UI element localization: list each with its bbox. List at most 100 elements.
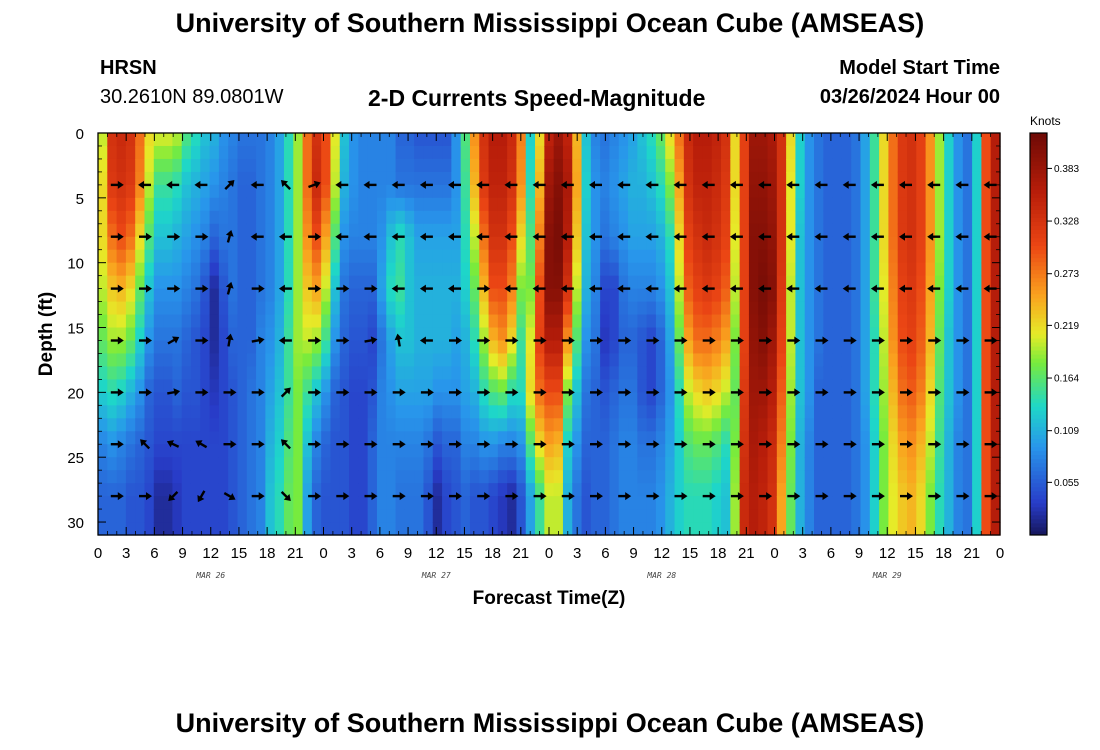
heatmap-cell (256, 392, 266, 406)
heatmap-cell (330, 262, 341, 277)
heatmap-cell (190, 288, 201, 303)
heatmap-cell (804, 145, 815, 160)
heatmap-cell (442, 314, 452, 329)
heatmap-cell (711, 353, 722, 368)
current-arrow-head (737, 440, 744, 449)
current-arrow (392, 492, 406, 501)
heatmap-cell (153, 236, 164, 251)
heatmap-cell (776, 444, 787, 458)
heatmap-cell (321, 457, 332, 471)
heatmap-cell (228, 301, 239, 316)
heatmap-cell (246, 197, 257, 212)
heatmap-cell (953, 158, 964, 173)
heatmap-cell (823, 133, 834, 147)
heatmap-cell (553, 353, 564, 368)
heatmap-cell (293, 171, 304, 186)
heatmap-cell (953, 418, 964, 432)
current-arrow (590, 492, 603, 501)
heatmap-cell (562, 457, 573, 471)
heatmap-cell (302, 457, 313, 471)
heatmap-cell (116, 470, 127, 484)
date-label: MAR 27 (421, 571, 451, 580)
heatmap-cell (683, 431, 694, 445)
heatmap-cell (860, 210, 871, 225)
heatmap-cell (302, 262, 313, 277)
heatmap-cell (116, 301, 127, 316)
heatmap-cell (553, 301, 564, 316)
heatmap-cell (897, 314, 908, 329)
heatmap-cell (730, 223, 741, 238)
heatmap-cells (98, 133, 1001, 536)
heatmap-cell (507, 210, 518, 225)
heatmap-cell (135, 288, 146, 303)
heatmap-cell (981, 236, 992, 251)
heatmap-cell (572, 249, 583, 264)
model-start-label: Model Start Time (839, 57, 1000, 79)
heatmap-cell (125, 314, 136, 329)
heatmap-cell (460, 288, 471, 303)
heatmap-cell (609, 249, 620, 264)
heatmap-cell (423, 301, 434, 316)
heatmap-cell (525, 457, 536, 471)
heatmap-cell (767, 483, 778, 497)
heatmap-cell (432, 210, 443, 225)
station-coordinates: 30.2610N 89.0801W (100, 86, 284, 108)
heatmap-cell (897, 457, 908, 471)
heatmap-cell (376, 145, 387, 160)
heatmap-cell (460, 171, 471, 186)
model-start-value: 03/26/2024 Hour 00 (819, 86, 1000, 108)
heatmap-cell (172, 184, 183, 199)
heatmap-cell (209, 431, 220, 445)
heatmap-cell (479, 184, 490, 199)
heatmap-cell (218, 262, 229, 277)
heatmap-cell (628, 236, 638, 251)
heatmap-cell (125, 366, 136, 380)
heatmap-cell (423, 288, 434, 303)
heatmap-cell (981, 379, 992, 393)
heatmap-cell (311, 223, 322, 238)
heatmap-cell (497, 158, 508, 173)
page-title: University of Southern Mississippi Ocean… (175, 8, 925, 38)
heatmap-cell (562, 249, 573, 264)
heatmap-cell (600, 171, 611, 186)
heatmap-cell (293, 133, 304, 147)
heatmap-cell (832, 145, 843, 160)
heatmap-cell (628, 470, 638, 484)
heatmap-cell (535, 431, 545, 445)
heatmap-cell (879, 483, 890, 497)
heatmap-cell (600, 210, 611, 225)
heatmap-cell (758, 392, 769, 406)
heatmap-cell (376, 249, 387, 264)
heatmap-cell (488, 509, 499, 523)
heatmap-cell (748, 405, 759, 419)
heatmap-cell (125, 197, 136, 212)
heatmap-cell (683, 470, 694, 484)
current-arrow-head (540, 336, 547, 345)
heatmap-cell (646, 444, 657, 458)
heatmap-cell (246, 158, 257, 173)
heatmap-cell (693, 223, 704, 238)
heatmap-cell (172, 145, 183, 160)
current-arrow-head (202, 336, 209, 345)
heatmap-cell (432, 353, 443, 368)
heatmap-cell (860, 223, 871, 238)
colorbar-segment (1030, 530, 1047, 536)
heatmap-cell (730, 197, 741, 212)
heatmap-cell (851, 340, 862, 355)
heatmap-cell (683, 223, 694, 238)
heatmap-cell (358, 327, 369, 342)
heatmap-cell (674, 353, 685, 368)
heatmap-cell (860, 444, 871, 458)
heatmap-cell (274, 431, 285, 445)
heatmap-cell (786, 301, 797, 316)
heatmap-cell (544, 392, 555, 406)
heatmap-cell (246, 210, 257, 225)
current-arrow-head (907, 388, 913, 397)
heatmap-cell (814, 379, 824, 393)
heatmap-cell (386, 158, 397, 173)
current-arrow-head (794, 388, 801, 397)
heatmap-cell (841, 262, 852, 277)
current-arrow (166, 180, 180, 189)
heatmap-cell (739, 444, 750, 458)
heatmap-cell (144, 379, 155, 393)
